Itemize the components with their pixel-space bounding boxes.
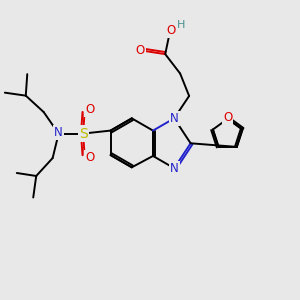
Text: O: O <box>85 103 94 116</box>
Text: O: O <box>136 44 145 57</box>
Text: O: O <box>85 151 94 164</box>
Text: O: O <box>223 111 232 124</box>
Text: H: H <box>177 20 185 30</box>
Text: N: N <box>170 162 178 175</box>
Text: O: O <box>166 24 175 37</box>
Text: N: N <box>54 126 63 139</box>
Text: S: S <box>79 127 88 141</box>
Text: N: N <box>170 112 178 125</box>
